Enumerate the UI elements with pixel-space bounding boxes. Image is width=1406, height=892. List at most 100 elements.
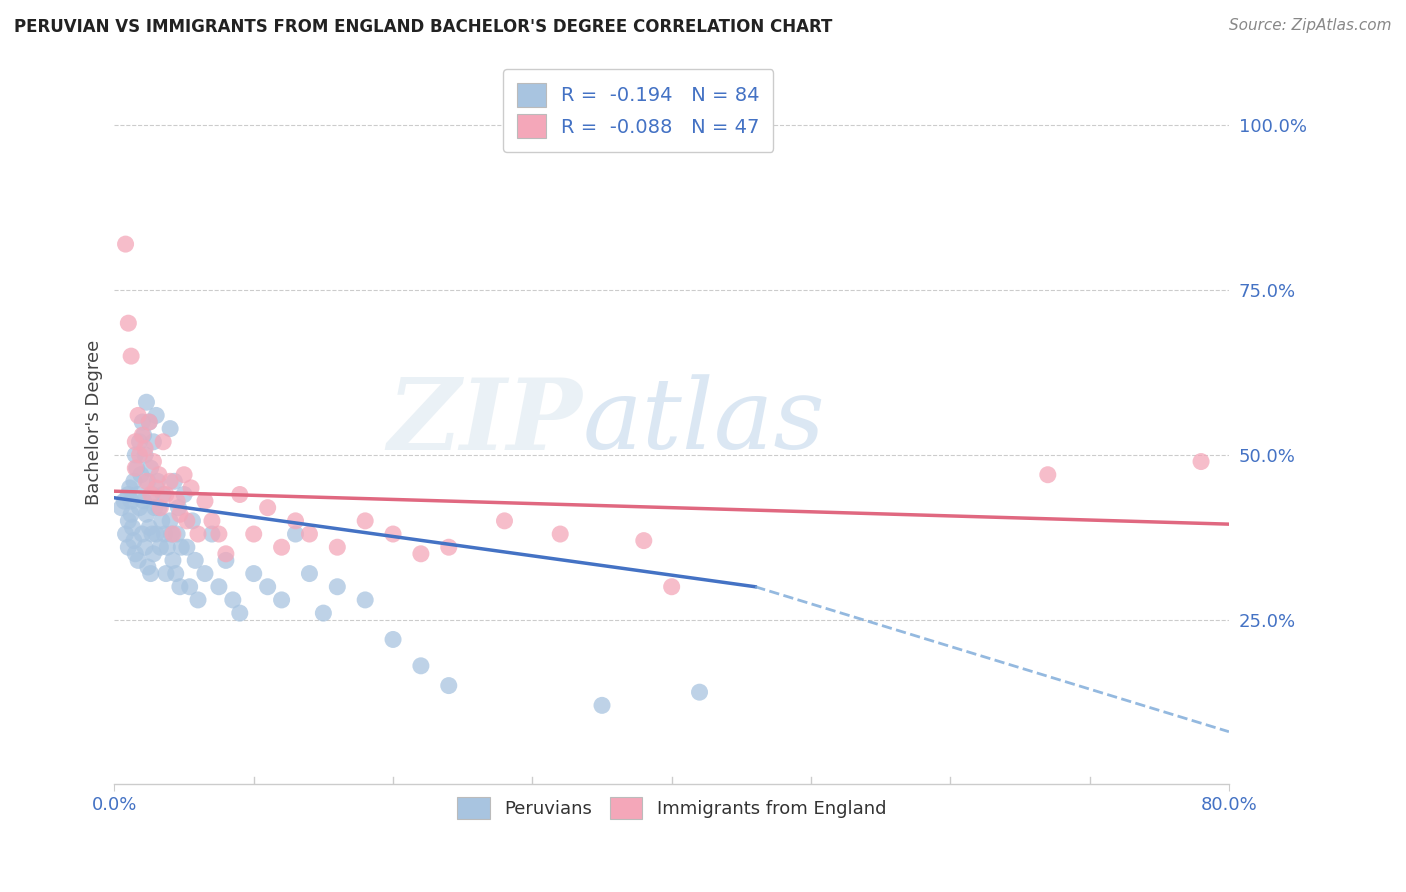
Point: [187, 593, 209, 607]
Point: [121, 520, 143, 534]
Point: [114, 237, 136, 252]
Point: [176, 514, 198, 528]
Point: [141, 487, 163, 501]
Point: [141, 527, 163, 541]
Point: [187, 527, 209, 541]
Point: [165, 566, 187, 581]
Point: [139, 461, 162, 475]
Point: [382, 527, 405, 541]
Point: [145, 481, 167, 495]
Point: [146, 475, 169, 489]
Point: [242, 566, 264, 581]
Point: [160, 527, 183, 541]
Point: [156, 540, 179, 554]
Point: [494, 514, 516, 528]
Text: atlas: atlas: [582, 375, 825, 470]
Point: [201, 514, 224, 528]
Point: [118, 481, 141, 495]
Point: [136, 475, 159, 489]
Point: [127, 487, 149, 501]
Point: [194, 566, 217, 581]
Point: [138, 415, 160, 429]
Point: [155, 566, 177, 581]
Point: [284, 527, 307, 541]
Point: [135, 475, 157, 489]
Point: [181, 514, 204, 528]
Point: [661, 580, 683, 594]
Point: [145, 409, 167, 423]
Point: [159, 475, 181, 489]
Point: [112, 494, 135, 508]
Point: [382, 632, 405, 647]
Point: [155, 487, 177, 501]
Point: [131, 428, 153, 442]
Point: [170, 540, 193, 554]
Point: [166, 494, 188, 508]
Point: [1036, 467, 1059, 482]
Point: [110, 500, 132, 515]
Point: [149, 540, 172, 554]
Point: [166, 527, 188, 541]
Point: [179, 580, 201, 594]
Point: [125, 461, 148, 475]
Point: [256, 500, 278, 515]
Point: [117, 514, 139, 528]
Point: [176, 540, 198, 554]
Point: [128, 448, 150, 462]
Point: [591, 698, 613, 713]
Point: [134, 540, 156, 554]
Point: [117, 487, 139, 501]
Point: [122, 533, 145, 548]
Point: [139, 487, 162, 501]
Text: ZIP: ZIP: [388, 374, 582, 470]
Point: [152, 434, 174, 449]
Point: [127, 553, 149, 567]
Point: [270, 540, 292, 554]
Point: [548, 527, 571, 541]
Point: [163, 475, 186, 489]
Point: [354, 514, 377, 528]
Legend: Peruvians, Immigrants from England: Peruvians, Immigrants from England: [450, 789, 894, 826]
Point: [184, 553, 207, 567]
Point: [159, 514, 181, 528]
Point: [124, 461, 146, 475]
Point: [270, 593, 292, 607]
Point: [298, 527, 321, 541]
Point: [136, 560, 159, 574]
Point: [117, 316, 139, 330]
Point: [242, 527, 264, 541]
Point: [132, 494, 155, 508]
Text: Source: ZipAtlas.com: Source: ZipAtlas.com: [1229, 18, 1392, 33]
Point: [148, 467, 170, 482]
Point: [131, 415, 153, 429]
Point: [169, 580, 191, 594]
Point: [222, 593, 245, 607]
Point: [117, 540, 139, 554]
Point: [256, 580, 278, 594]
Point: [134, 448, 156, 462]
Point: [194, 494, 217, 508]
Point: [229, 487, 252, 501]
Point: [215, 553, 238, 567]
Point: [326, 540, 349, 554]
Point: [689, 685, 711, 699]
Point: [127, 409, 149, 423]
Point: [148, 500, 170, 515]
Point: [284, 514, 307, 528]
Point: [120, 349, 142, 363]
Point: [138, 520, 160, 534]
Point: [1189, 454, 1212, 468]
Point: [169, 508, 191, 522]
Point: [124, 547, 146, 561]
Point: [633, 533, 655, 548]
Point: [215, 547, 238, 561]
Text: PERUVIAN VS IMMIGRANTS FROM ENGLAND BACHELOR'S DEGREE CORRELATION CHART: PERUVIAN VS IMMIGRANTS FROM ENGLAND BACH…: [14, 18, 832, 36]
Point: [124, 448, 146, 462]
Point: [326, 580, 349, 594]
Point: [120, 508, 142, 522]
Point: [150, 514, 173, 528]
Point: [180, 481, 202, 495]
Point: [409, 658, 432, 673]
Point: [128, 434, 150, 449]
Point: [124, 434, 146, 449]
